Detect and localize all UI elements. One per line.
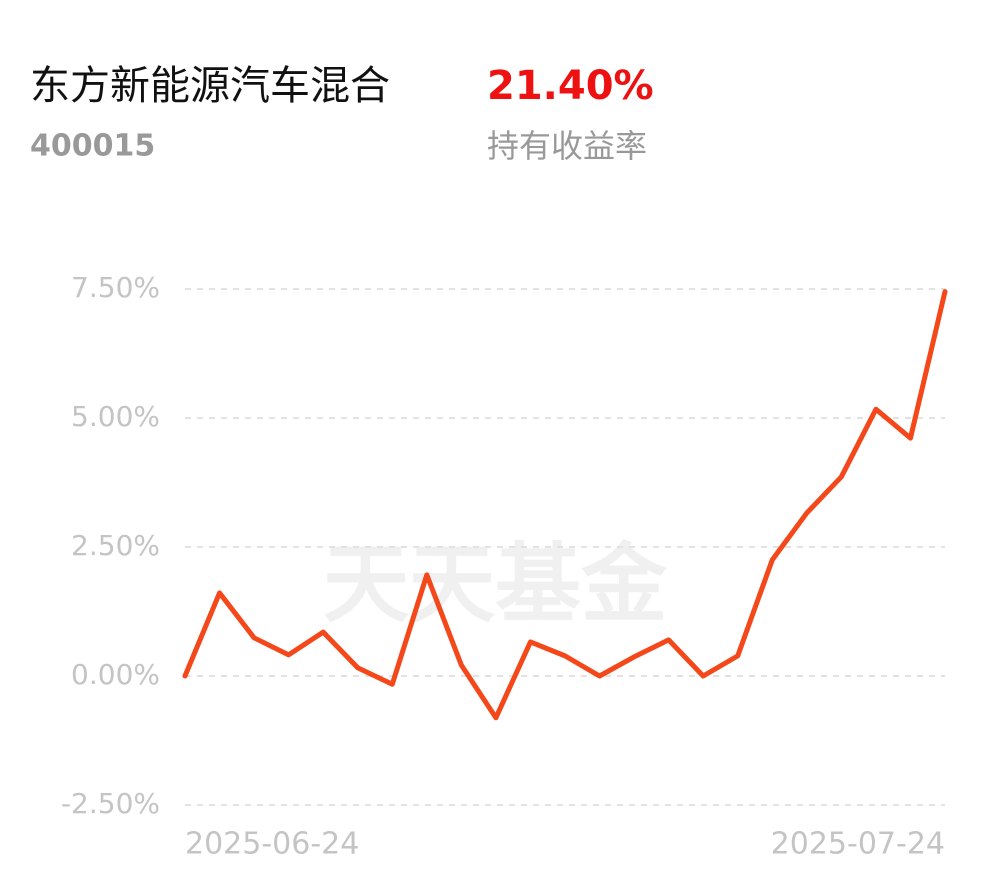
y-tick-label: 0.00% <box>71 658 160 691</box>
return-label: 持有收益率 <box>487 127 647 165</box>
y-tick-label: 5.00% <box>71 400 160 433</box>
fund-name: 东方新能源汽车混合 <box>30 63 390 109</box>
y-tick-label: 7.50% <box>71 271 160 304</box>
y-tick-label: 2.50% <box>71 529 160 562</box>
x-tick-label: 2025-06-24 <box>185 827 359 862</box>
x-tick-label: 2025-07-24 <box>771 827 945 862</box>
line-series <box>182 289 948 721</box>
watermark: 天天基金 <box>323 534 668 634</box>
y-tick-label: -2.50% <box>61 787 160 820</box>
fund-return: 21.40% <box>487 63 654 109</box>
fund-code: 400015 <box>30 129 155 164</box>
